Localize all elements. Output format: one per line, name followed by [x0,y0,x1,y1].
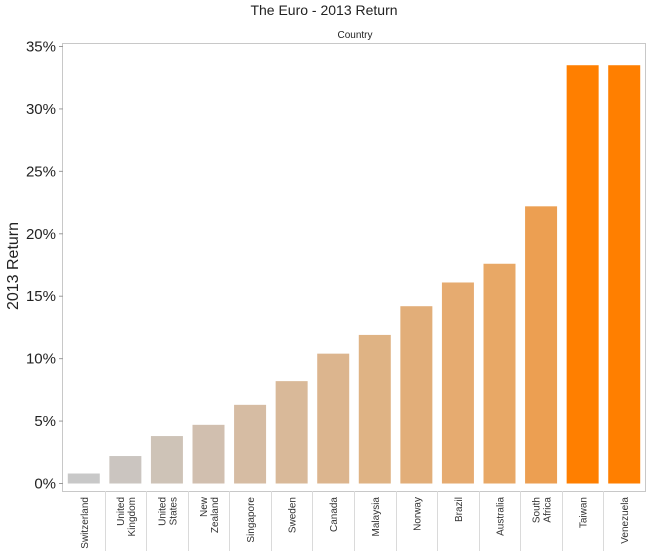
x-tick-label-line: Singapore [246,497,257,543]
x-axis: Switzerland United Kingdom United States New Z… [80,496,631,548]
x-tick-label-line: Venezuela [620,497,631,544]
y-tick-label: 10% [26,351,56,368]
x-tick-label-line: States [168,497,179,525]
y-axis: 0% 5% 10% 15% 20% 25% 30% 35% [26,38,63,493]
bar [400,306,433,484]
x-tick-label-line: Switzerland [80,497,91,549]
bar [441,282,474,484]
x-tick-label: Sweden [288,497,299,533]
x-tick-label: Switzerland [80,497,91,549]
x-tick-label: United States [157,497,179,526]
y-tick-label: 30% [26,101,56,118]
column-separators [105,491,604,551]
column-header: Country [337,30,372,41]
x-tick-label-line: Taiwan [579,497,590,528]
y-axis-label: 2013 Return [5,222,22,310]
x-tick-label: Brazil [454,497,465,522]
x-tick-label-line: Sweden [288,497,299,533]
x-tick-label-line: Malaysia [371,497,382,537]
bar [566,65,599,484]
x-tick-label: Venezuela [620,497,631,544]
x-tick-label-line: Brazil [454,497,465,522]
x-tick-label-line: Africa [543,497,554,523]
chart-title: The Euro - 2013 Return [250,2,397,18]
x-tick-label-line: Zealand [210,497,221,533]
x-tick-label-line: Australia [496,497,507,536]
y-tick-label: 5% [34,413,56,430]
y-tick-label: 35% [26,38,56,55]
plot-frame [62,43,646,492]
x-tick-label: Norway [412,497,423,531]
x-tick-label: United Kingdom [116,497,138,536]
y-tick-label: 25% [26,163,56,180]
x-tick-label: Malaysia [371,497,382,537]
y-tick-label: 0% [34,476,56,493]
bar [275,381,308,484]
x-tick-label-line: Kingdom [127,497,138,536]
y-tick-label: 20% [26,226,56,243]
bar [317,353,350,484]
x-tick-label: Singapore [246,497,257,543]
x-tick-label-line: South [532,497,543,523]
x-tick-label-line: Norway [412,497,423,531]
bar [192,424,225,484]
bar [358,334,391,484]
x-tick-label-line: United [157,497,168,526]
y-tick-label: 15% [26,288,56,305]
bar [67,473,100,484]
x-tick-label-line: Canada [329,497,340,532]
x-tick-label: Australia [496,497,507,536]
bar [525,206,558,484]
bar [150,436,183,484]
x-tick-label-line: United [116,497,127,526]
x-tick-label: South Africa [532,497,554,524]
x-tick-label-line: New [199,496,210,517]
bar [109,456,142,484]
bars [67,65,641,484]
x-tick-label: Taiwan [579,497,590,528]
bar [608,65,641,484]
x-tick-label: Canada [329,497,340,532]
bar [234,404,267,484]
x-tick-label: New Zealand [199,496,221,533]
bar [483,263,516,484]
